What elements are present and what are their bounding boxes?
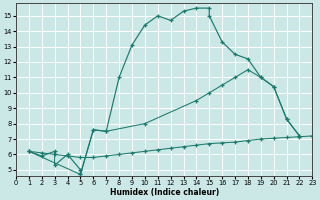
X-axis label: Humidex (Indice chaleur): Humidex (Indice chaleur) [109,188,219,197]
